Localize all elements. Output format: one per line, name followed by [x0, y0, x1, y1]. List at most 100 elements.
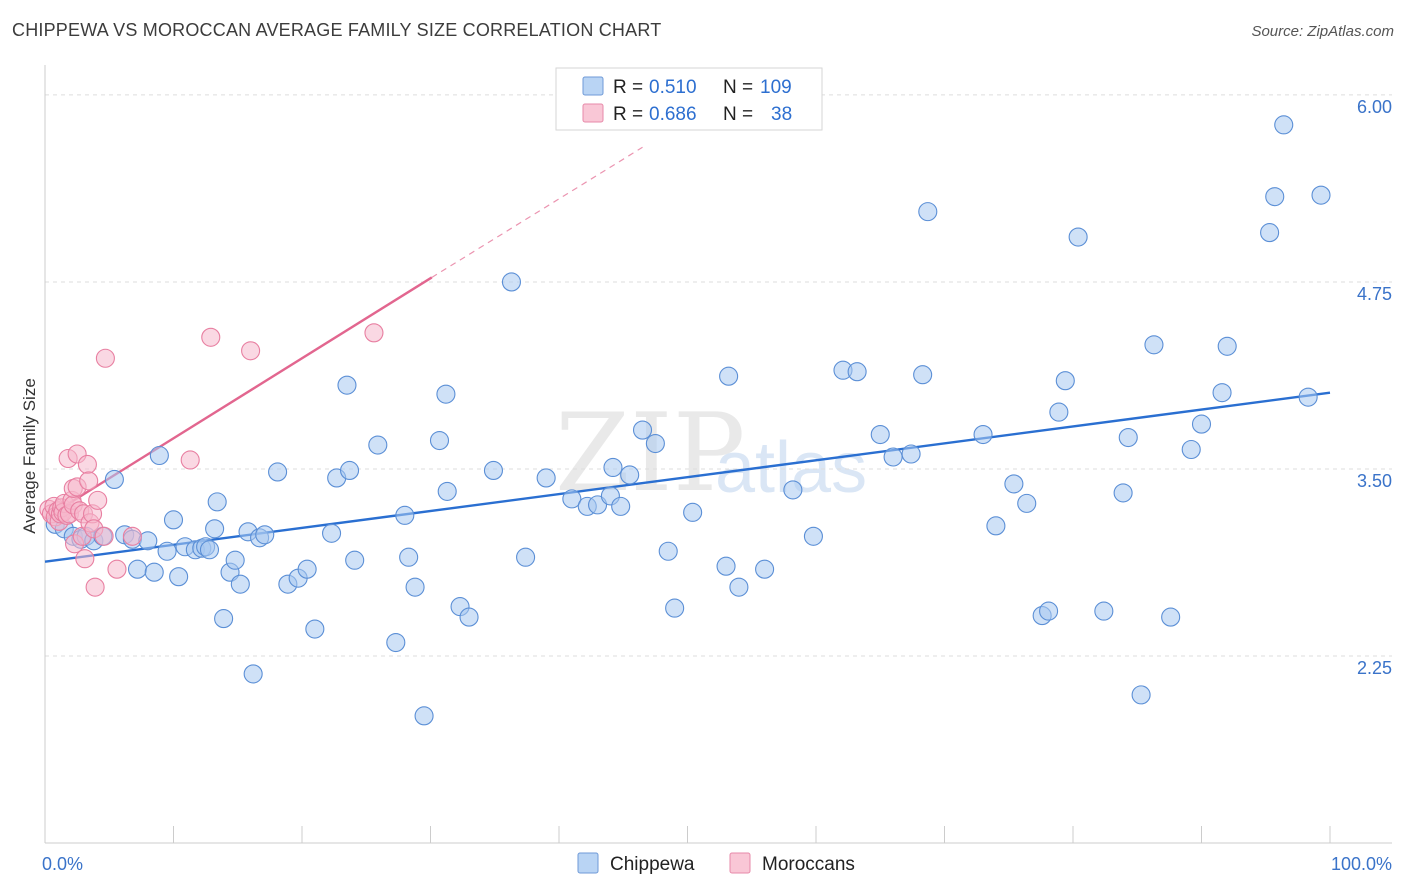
point-chippewa — [1068, 227, 1088, 247]
point-chippewa — [658, 541, 678, 561]
y-tick-label: 3.50 — [1357, 471, 1392, 491]
point-moroccans — [88, 490, 108, 510]
point-chippewa — [716, 556, 736, 576]
y-tick-label: 4.75 — [1357, 284, 1392, 304]
point-chippewa — [501, 272, 522, 292]
point-chippewa — [399, 547, 419, 567]
point-chippewa — [405, 577, 425, 597]
point-moroccans — [77, 454, 97, 475]
point-chippewa — [973, 424, 993, 445]
trendline-moroccans — [44, 276, 433, 520]
y-axis-label: Average Family Size — [20, 378, 39, 534]
axes — [44, 65, 1392, 844]
y-tick-label: 2.25 — [1357, 658, 1392, 678]
point-chippewa — [1131, 685, 1151, 705]
point-chippewa — [1265, 187, 1285, 207]
point-chippewa — [986, 516, 1006, 536]
point-chippewa — [1260, 223, 1280, 243]
point-moroccans — [201, 327, 221, 347]
point-chippewa — [645, 433, 665, 454]
point-chippewa — [339, 460, 360, 481]
point-chippewa — [683, 502, 703, 522]
point-chippewa — [268, 462, 288, 482]
point-chippewa — [1217, 336, 1237, 356]
point-chippewa — [847, 362, 867, 382]
legend-r-value-moroccans: 0.686 — [649, 104, 697, 125]
point-chippewa — [230, 574, 250, 594]
point-chippewa — [459, 607, 479, 627]
point-chippewa — [913, 365, 933, 385]
point-chippewa — [436, 384, 456, 404]
point-chippewa — [395, 505, 415, 525]
data-points — [39, 115, 1331, 726]
point-chippewa — [611, 496, 631, 516]
point-chippewa — [1118, 427, 1138, 448]
point-chippewa — [562, 489, 582, 509]
point-moroccans — [95, 348, 115, 368]
point-chippewa — [665, 598, 685, 618]
point-chippewa — [901, 444, 921, 464]
point-moroccans — [75, 549, 95, 569]
point-chippewa — [620, 465, 640, 485]
point-chippewa — [205, 519, 225, 539]
point-chippewa — [883, 447, 903, 467]
point-chippewa — [783, 480, 803, 500]
point-chippewa — [918, 202, 938, 222]
point-chippewa — [1212, 383, 1232, 403]
point-moroccans — [122, 526, 142, 546]
point-chippewa — [214, 609, 234, 629]
point-chippewa — [603, 457, 623, 478]
point-chippewa — [1049, 402, 1069, 422]
point-chippewa — [225, 550, 245, 570]
point-moroccans — [241, 341, 261, 361]
source-label: Source: ZipAtlas.com — [1251, 23, 1394, 40]
point-chippewa — [719, 366, 739, 386]
watermark: ZIP atlas — [555, 391, 867, 516]
legend-r-value-chippewa: 0.510 — [649, 77, 697, 98]
point-chippewa — [1113, 483, 1133, 503]
point-moroccans — [85, 577, 105, 597]
point-moroccans — [107, 559, 127, 579]
point-chippewa — [1191, 414, 1212, 434]
point-chippewa — [127, 559, 148, 579]
bottom-legend-swatch-moroccans — [729, 852, 751, 874]
legend-n-value-moroccans: 38 — [771, 104, 792, 125]
point-chippewa — [536, 468, 556, 488]
point-chippewa — [1055, 371, 1075, 391]
point-chippewa — [1311, 185, 1331, 205]
bottom-legend: Chippewa Moroccans — [577, 852, 855, 875]
point-chippewa — [755, 559, 775, 579]
point-chippewa — [169, 567, 189, 587]
point-chippewa — [414, 706, 434, 726]
point-chippewa — [199, 540, 220, 560]
chart-title: CHIPPEWA VS MOROCCAN AVERAGE FAMILY SIZE… — [12, 20, 662, 40]
point-chippewa — [1004, 474, 1024, 494]
bottom-legend-label-chippewa: Chippewa — [610, 854, 695, 875]
point-chippewa — [516, 547, 536, 567]
y-tick-label: 6.00 — [1357, 97, 1392, 117]
bottom-legend-swatch-chippewa — [577, 852, 599, 874]
point-chippewa — [1039, 601, 1059, 621]
point-chippewa — [870, 424, 890, 445]
trendline-extension-moroccans — [431, 146, 643, 278]
point-chippewa — [632, 420, 653, 440]
point-moroccans — [180, 450, 200, 470]
point-chippewa — [163, 510, 184, 530]
point-chippewa — [104, 469, 124, 489]
legend-swatch-chippewa — [582, 76, 604, 96]
point-chippewa — [1181, 439, 1201, 460]
point-chippewa — [243, 664, 263, 684]
legend-swatch-moroccans — [582, 103, 604, 123]
legend-n-label-chippewa: N = — [723, 77, 753, 98]
point-chippewa — [297, 559, 317, 579]
legend-r-label-chippewa: R = — [613, 77, 643, 98]
point-chippewa — [429, 430, 450, 451]
legend-n-value-chippewa: 109 — [760, 77, 792, 98]
point-chippewa — [1298, 387, 1318, 407]
x-tick-label-min: 0.0% — [42, 854, 83, 874]
point-chippewa — [322, 523, 342, 543]
point-chippewa — [483, 460, 504, 481]
point-chippewa — [803, 526, 823, 546]
point-chippewa — [368, 435, 388, 455]
